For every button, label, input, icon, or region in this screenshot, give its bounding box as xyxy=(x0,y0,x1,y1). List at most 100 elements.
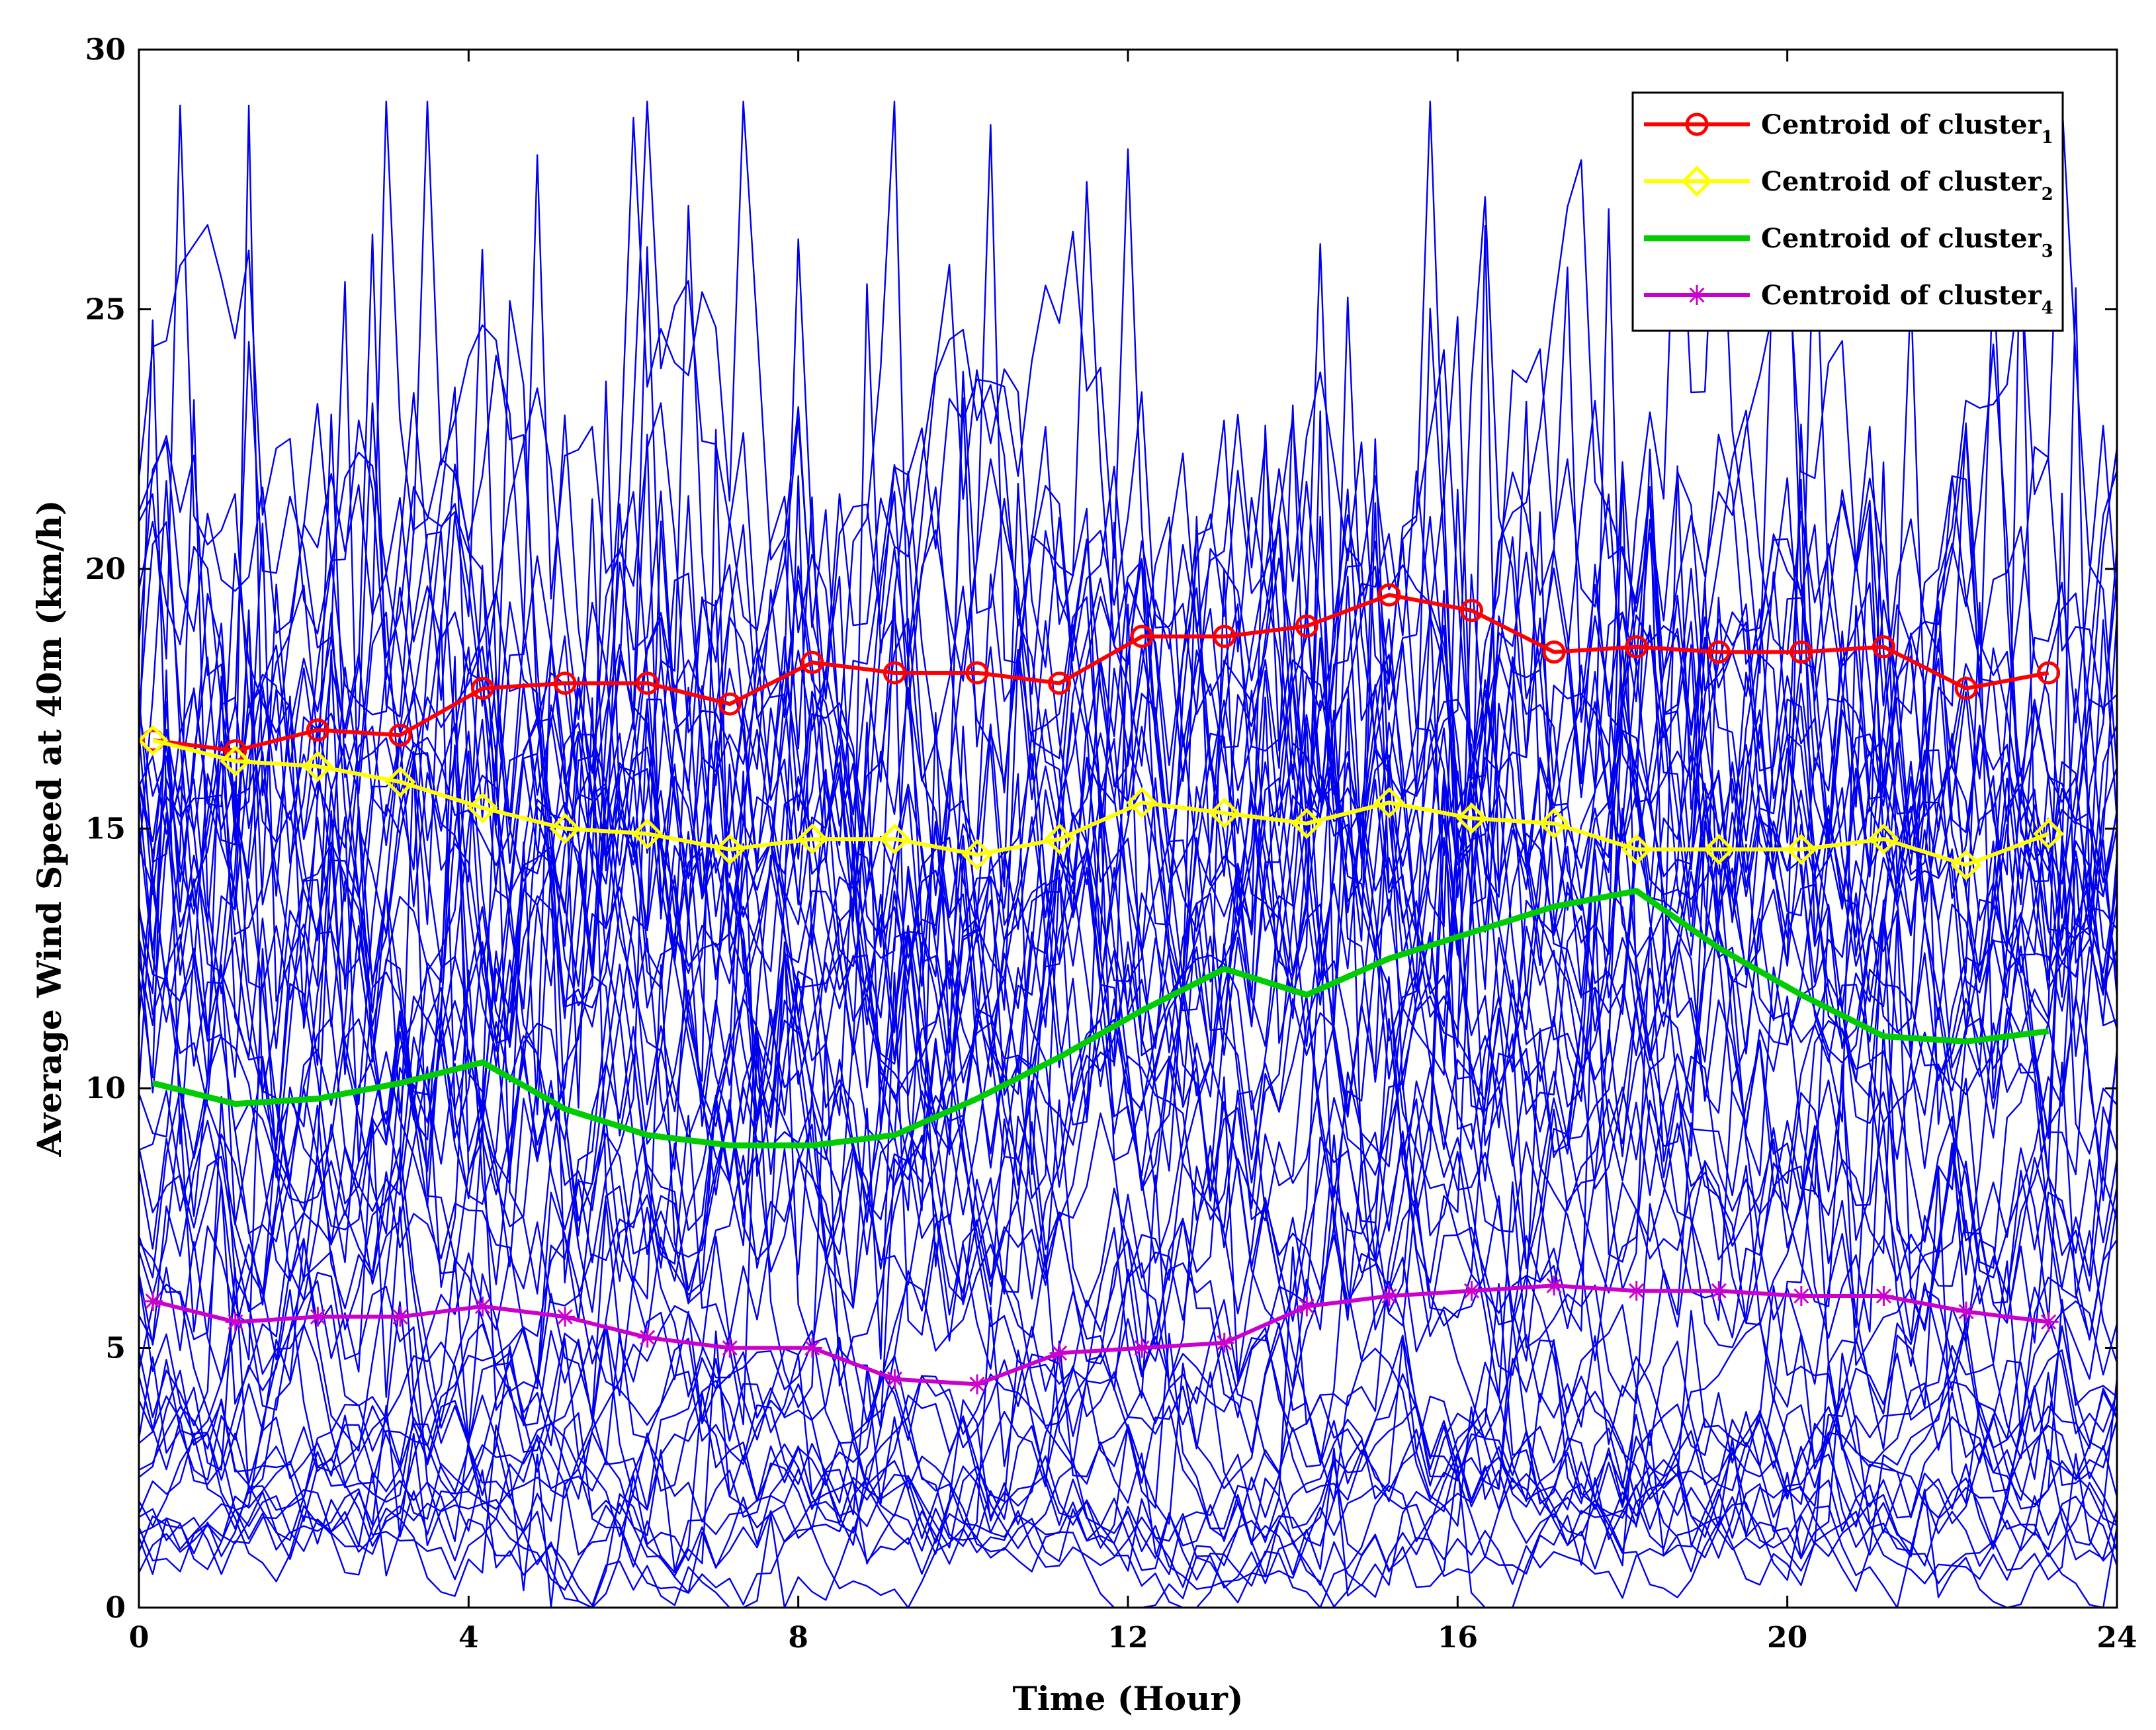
diamond-marker xyxy=(1703,834,1735,865)
star-marker xyxy=(390,1307,410,1327)
x-tick-label: 4 xyxy=(458,1621,479,1655)
y-tick-label: 5 xyxy=(105,1332,126,1365)
diamond-marker xyxy=(1209,797,1240,829)
star-marker xyxy=(1687,285,1707,305)
series-4 xyxy=(143,1276,2059,1395)
observation-line xyxy=(139,399,2117,1199)
observation-line xyxy=(139,1460,2117,1608)
star-marker xyxy=(2038,1312,2059,1332)
observation-line xyxy=(139,523,2117,1286)
circle-marker xyxy=(718,692,742,716)
x-tick-label: 16 xyxy=(1438,1621,1478,1655)
circle-marker xyxy=(471,677,495,701)
observation-line xyxy=(139,773,2117,1389)
observation-line xyxy=(139,246,2117,1201)
x-tick-label: 24 xyxy=(2096,1621,2137,1655)
diamond-marker xyxy=(137,724,169,756)
observation-line xyxy=(139,410,2117,1176)
star-marker xyxy=(225,1312,245,1332)
star-marker xyxy=(637,1327,658,1348)
diamond-marker xyxy=(220,745,251,777)
x-tick-label: 8 xyxy=(788,1621,808,1655)
observation-line xyxy=(139,1352,2117,1598)
circle-marker xyxy=(1542,640,1566,664)
star-marker xyxy=(1709,1281,1729,1301)
diamond-marker xyxy=(797,823,828,855)
observation-line xyxy=(139,1356,2117,1587)
diamond-marker xyxy=(961,839,993,871)
legend-subscript: 1 xyxy=(2042,128,2053,148)
observation-line xyxy=(139,1377,2117,1608)
diamond-marker xyxy=(879,823,910,855)
observation-line xyxy=(139,475,2117,1226)
star-marker xyxy=(1214,1332,1234,1353)
circle-marker xyxy=(1460,599,1484,623)
star-marker xyxy=(1544,1276,1565,1296)
series-2 xyxy=(137,724,2065,881)
diamond-marker xyxy=(1621,834,1653,865)
observation-line xyxy=(139,1392,2117,1608)
diamond-marker xyxy=(632,818,664,849)
observation-line xyxy=(139,750,2117,1366)
legend-subscript: 3 xyxy=(2042,241,2053,261)
star-marker xyxy=(884,1369,905,1389)
legend-subscript: 4 xyxy=(2042,298,2053,318)
y-tick-label: 30 xyxy=(85,33,126,67)
observation-line xyxy=(139,1438,2117,1608)
circle-marker xyxy=(1377,583,1401,607)
x-tick-label: 12 xyxy=(1107,1621,1148,1655)
x-axis: 0 4 8 12 16 20 24 xyxy=(129,50,2137,1655)
circle-marker xyxy=(1685,112,1709,136)
y-tick-label: 10 xyxy=(85,1072,126,1105)
circle-marker xyxy=(1130,625,1154,648)
series-3 xyxy=(152,888,2049,1148)
circle-marker xyxy=(553,671,577,695)
star-marker xyxy=(472,1296,493,1317)
star-marker xyxy=(1049,1343,1070,1363)
y-tick-label: 0 xyxy=(105,1591,126,1625)
observation-line xyxy=(139,698,2117,1452)
observation-line xyxy=(139,1399,2117,1608)
diamond-marker xyxy=(1538,808,1570,840)
circle-marker xyxy=(2037,661,2061,685)
star-marker xyxy=(143,1291,163,1311)
circle-marker xyxy=(1954,677,1978,701)
diamond-marker xyxy=(466,792,499,824)
y-tick-label: 20 xyxy=(85,552,126,586)
observation-line xyxy=(139,101,2117,937)
star-marker xyxy=(967,1374,988,1395)
series-1 xyxy=(141,583,2061,763)
star-marker xyxy=(802,1338,822,1358)
diamond-marker xyxy=(1044,823,1076,855)
diamond-marker xyxy=(1455,802,1488,834)
observation-line xyxy=(139,783,2117,1502)
diamond-marker xyxy=(1291,808,1322,840)
y-tick-label: 25 xyxy=(85,293,126,327)
diamond-marker xyxy=(384,766,416,798)
diamond-marker xyxy=(1868,823,1899,855)
circle-marker xyxy=(1213,625,1236,648)
circle-marker xyxy=(1872,635,1895,659)
star-marker xyxy=(1626,1281,1647,1301)
star-marker xyxy=(1297,1296,1317,1317)
circle-marker xyxy=(388,723,412,747)
observation-line xyxy=(139,1159,2117,1567)
x-tick-label: 0 xyxy=(129,1621,150,1655)
observation-line xyxy=(139,308,2117,1123)
centroid-lines xyxy=(137,583,2065,1395)
circle-marker xyxy=(141,728,165,752)
series-line xyxy=(152,593,2049,753)
y-tick-label: 15 xyxy=(85,812,126,846)
observation-line xyxy=(139,759,2117,1270)
circle-marker xyxy=(306,718,329,742)
observation-line xyxy=(139,262,2117,1057)
star-marker xyxy=(1461,1281,1482,1301)
observation-line xyxy=(139,208,2117,1078)
diamond-marker xyxy=(302,750,333,782)
star-marker xyxy=(1379,1286,1399,1306)
x-tick-label: 20 xyxy=(1767,1621,1807,1655)
observation-line xyxy=(139,600,2117,1315)
diamond-marker xyxy=(1786,834,1817,865)
